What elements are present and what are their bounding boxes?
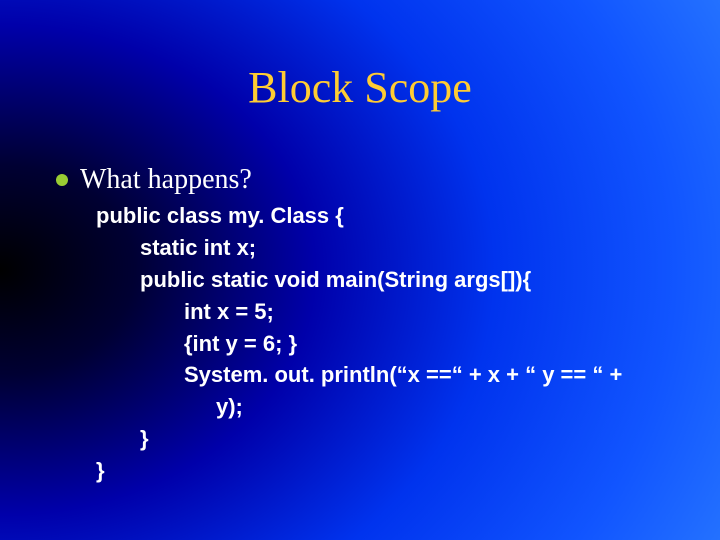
code-line: y);: [96, 391, 680, 423]
slide: Block Scope What happens? public class m…: [0, 0, 720, 540]
code-line: int x = 5;: [96, 296, 680, 328]
slide-title: Block Scope: [0, 62, 720, 113]
bullet-item: What happens?: [56, 164, 252, 196]
bullet-dot-icon: [56, 174, 68, 186]
code-line: static int x;: [96, 232, 680, 264]
code-line: public class my. Class {: [96, 203, 344, 228]
code-line: {int y = 6; }: [96, 328, 680, 360]
code-line: public static void main(String args[]){: [96, 264, 680, 296]
code-block: public class my. Class { static int x;pu…: [96, 200, 680, 487]
bullet-text: What happens?: [80, 164, 252, 196]
code-line: }: [96, 423, 680, 455]
code-line: System. out. println(“x ==“ + x + “ y ==…: [96, 359, 680, 391]
code-line: }: [96, 458, 105, 483]
